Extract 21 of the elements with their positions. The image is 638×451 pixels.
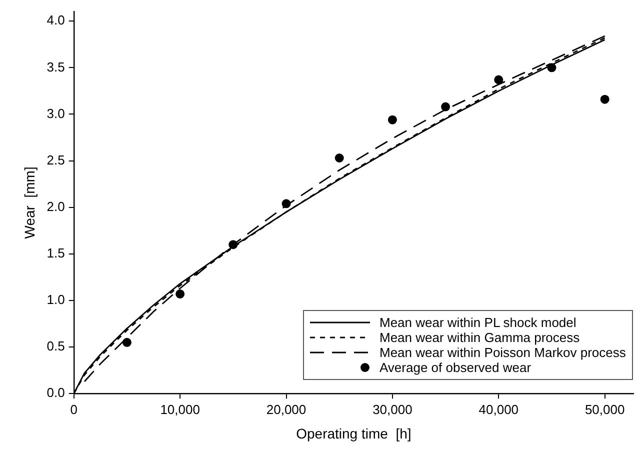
legend-label: Mean wear within Poisson Markov process [380, 344, 626, 360]
y-axis-title: Wear [mm] [21, 166, 38, 239]
x-tick-label: 0 [70, 402, 78, 417]
y-tick-label: 4.0 [46, 12, 65, 28]
x-tick-label: 30,000 [372, 402, 412, 417]
x-tick-label: 10,000 [160, 402, 200, 417]
y-tick-label: 2.5 [46, 152, 65, 168]
y-tick-label: 0.0 [46, 385, 65, 400]
legend-label: Average of observed wear [380, 360, 532, 375]
legend-label: Mean wear within PL shock model [380, 314, 576, 330]
y-tick-label: 1.0 [46, 292, 65, 308]
y-tick-label: 1.5 [46, 245, 65, 260]
y-tick-label: 0.5 [46, 338, 65, 354]
x-axis-title: Operating time [h] [296, 425, 412, 442]
x-tick-label: 50,000 [584, 402, 625, 417]
y-tick-label: 3.0 [46, 106, 65, 121]
x-tick-label: 40,000 [478, 402, 519, 417]
y-tick-label: 2.0 [46, 198, 65, 214]
y-tick-label: 3.5 [46, 59, 65, 74]
x-tick-label: 20,000 [266, 402, 306, 417]
legend-label: Mean wear within Gamma process [380, 330, 580, 345]
